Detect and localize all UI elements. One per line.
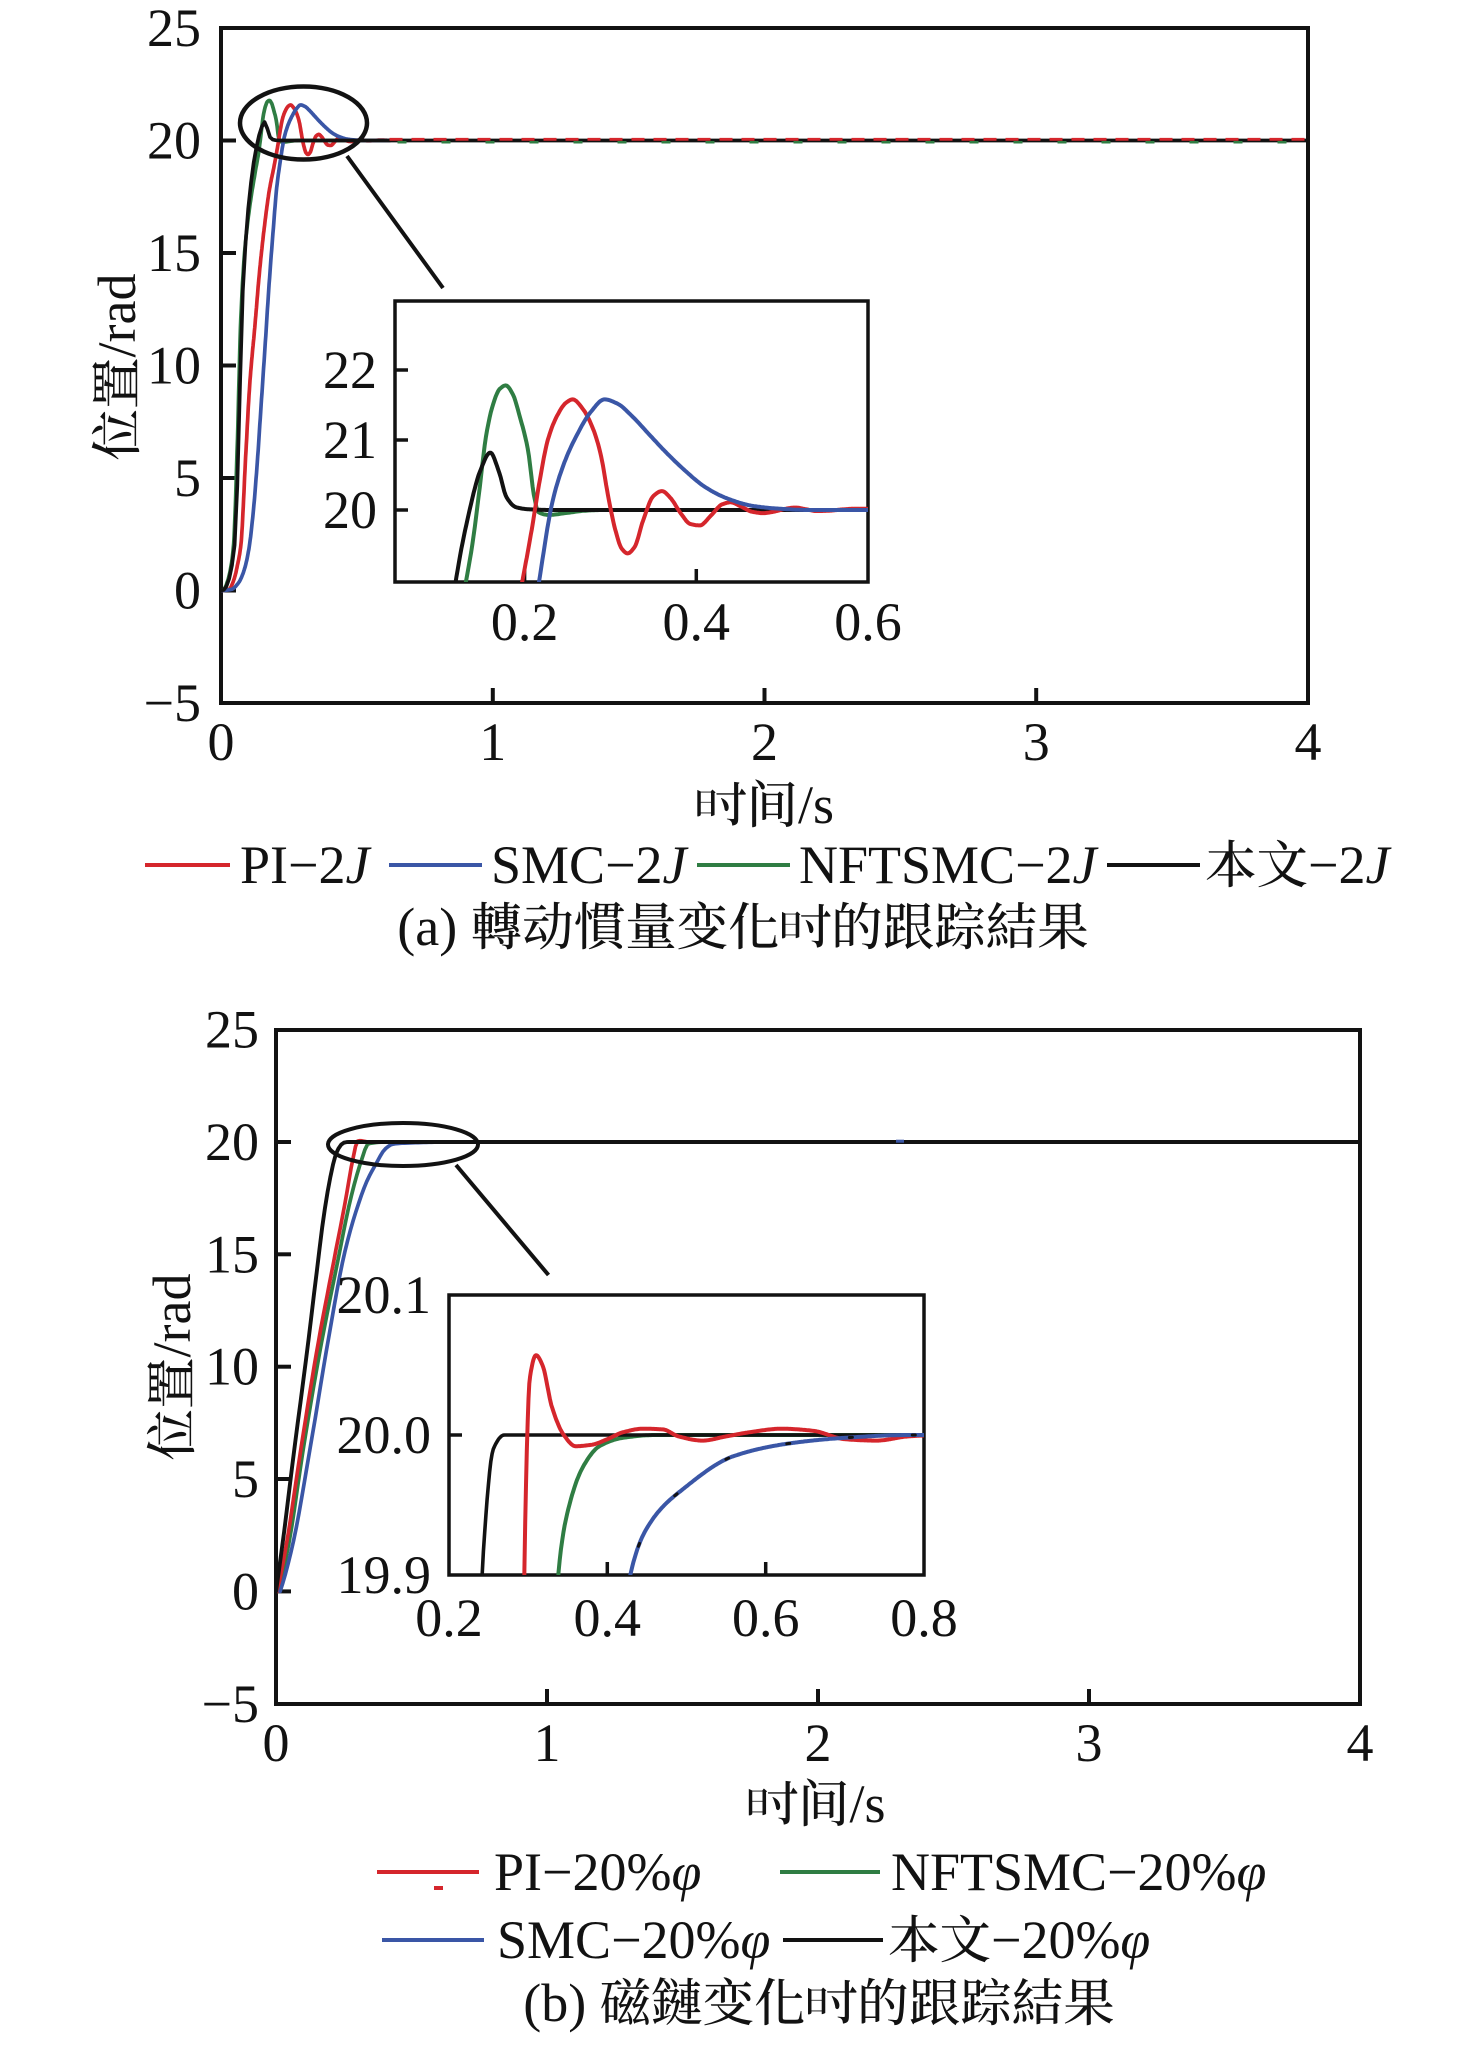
svg-text:−5: −5 [202, 1674, 259, 1734]
svg-text:21: 21 [323, 410, 377, 470]
svg-text:SMC−2: SMC−2 [491, 835, 663, 895]
svg-text:/s: /s [798, 775, 834, 835]
svg-text:1: 1 [479, 712, 506, 772]
svg-text:0.6: 0.6 [732, 1588, 800, 1648]
svg-text:−5: −5 [144, 673, 201, 733]
svg-text:15: 15 [205, 1224, 259, 1284]
svg-text:J: J [663, 835, 690, 895]
svg-text:0.8: 0.8 [890, 1588, 958, 1648]
svg-text:0: 0 [263, 1713, 290, 1773]
svg-text:2: 2 [805, 1713, 832, 1773]
svg-text:0.2: 0.2 [415, 1588, 483, 1648]
svg-text:5: 5 [174, 448, 201, 508]
svg-text:22: 22 [323, 340, 377, 400]
svg-text:3: 3 [1076, 1713, 1103, 1773]
svg-text:0: 0 [232, 1561, 259, 1621]
svg-text:5: 5 [232, 1449, 259, 1509]
svg-text:0: 0 [174, 561, 201, 621]
svg-text:20: 20 [147, 111, 201, 171]
svg-text:25: 25 [205, 1000, 259, 1060]
svg-text:/rad: /rad [142, 1274, 202, 1358]
svg-text:20: 20 [323, 480, 377, 540]
svg-text:0.4: 0.4 [663, 592, 731, 652]
svg-text:0.4: 0.4 [574, 1588, 642, 1648]
svg-text:2: 2 [751, 712, 778, 772]
svg-text:0.2: 0.2 [491, 592, 559, 652]
svg-text:1: 1 [534, 1713, 561, 1773]
svg-text:20.1: 20.1 [337, 1265, 432, 1325]
svg-text:(a): (a) [397, 897, 457, 957]
svg-text:J: J [346, 835, 373, 895]
svg-text:/rad: /rad [87, 274, 147, 358]
svg-text:10: 10 [147, 336, 201, 396]
svg-text:4: 4 [1347, 1713, 1374, 1773]
svg-text:3: 3 [1023, 712, 1050, 772]
svg-text:−2: −2 [1308, 835, 1365, 895]
svg-text:NFTSMC−20%: NFTSMC−20% [891, 1842, 1237, 1902]
svg-text:PI−20%: PI−20% [494, 1842, 671, 1902]
svg-text:φ: φ [1237, 1842, 1267, 1902]
svg-text:0.6: 0.6 [834, 592, 902, 652]
svg-text:φ: φ [1120, 1910, 1150, 1970]
svg-text:NFTSMC−2: NFTSMC−2 [799, 835, 1073, 895]
svg-text:20.0: 20.0 [337, 1405, 432, 1465]
svg-text:19.9: 19.9 [337, 1545, 432, 1605]
svg-text:φ: φ [741, 1910, 771, 1970]
svg-text:PI−2: PI−2 [240, 835, 345, 895]
svg-text:15: 15 [147, 223, 201, 283]
svg-text:10: 10 [205, 1337, 259, 1397]
svg-text:20: 20 [205, 1112, 259, 1172]
svg-text:SMC−20%: SMC−20% [497, 1910, 741, 1970]
svg-text:−20%: −20% [991, 1910, 1120, 1970]
svg-text:J: J [1073, 835, 1100, 895]
svg-text:25: 25 [147, 0, 201, 58]
svg-text:(b): (b) [523, 1973, 586, 2033]
svg-text:0: 0 [208, 712, 235, 772]
svg-text:J: J [1366, 835, 1393, 895]
svg-text:/s: /s [850, 1774, 886, 1834]
svg-text:φ: φ [672, 1842, 702, 1902]
svg-text:4: 4 [1295, 712, 1322, 772]
